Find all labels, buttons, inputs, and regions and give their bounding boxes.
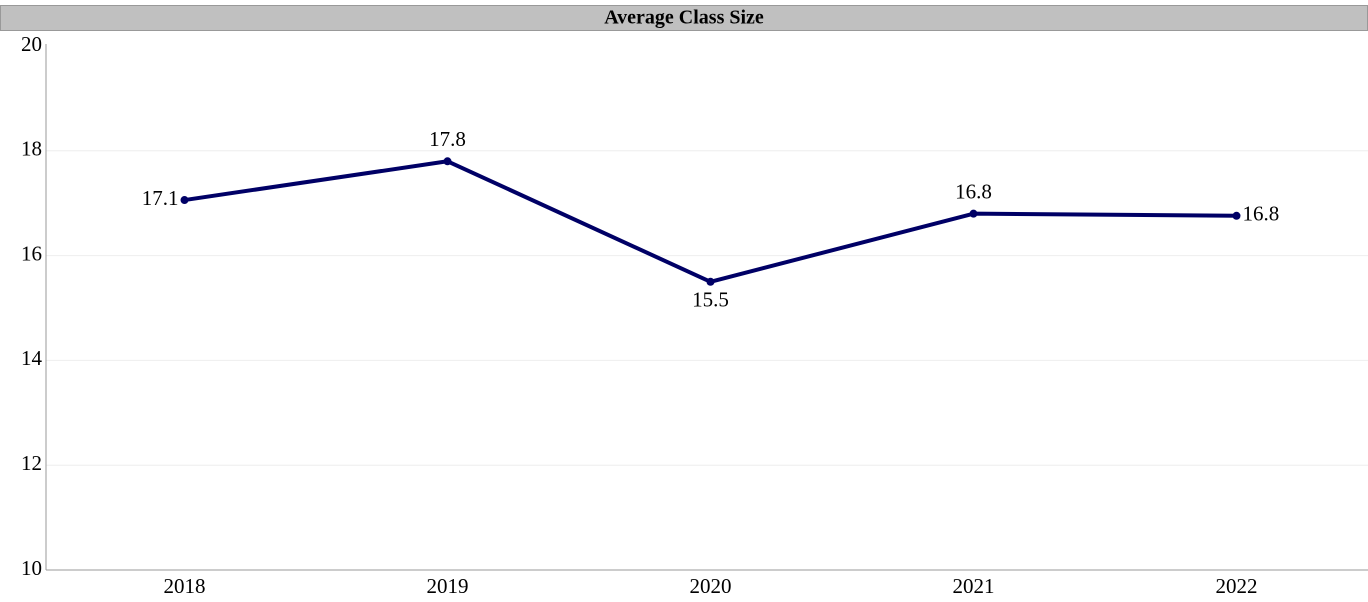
line (184, 159, 1237, 284)
data-label: 15.5 (692, 288, 729, 312)
x-tick-label: 2021 (953, 574, 995, 598)
data-label: 17.1 (142, 186, 179, 210)
data-label: 17.8 (429, 127, 466, 151)
y-tick-label: 18 (21, 137, 42, 161)
point (706, 277, 715, 286)
x-tick-label: 2018 (164, 574, 206, 598)
point (969, 209, 978, 218)
x-tick-label: 2022 (1216, 574, 1258, 598)
x-tick-label: 2019 (427, 574, 469, 598)
y-tick-label: 14 (21, 346, 43, 370)
y-tick-label: 12 (21, 451, 42, 475)
y-tick-label: 20 (21, 32, 42, 56)
data-label: 16.8 (955, 179, 992, 203)
point (180, 196, 189, 205)
title-bar (0, 5, 1368, 31)
chart-title: Average Class Size (604, 7, 764, 29)
point (1232, 211, 1241, 220)
y-tick-label: 10 (21, 556, 42, 580)
point (443, 157, 452, 166)
data-label: 16.8 (1243, 202, 1280, 226)
y-tick-label: 16 (21, 241, 42, 265)
x-tick-label: 2020 (690, 574, 732, 598)
